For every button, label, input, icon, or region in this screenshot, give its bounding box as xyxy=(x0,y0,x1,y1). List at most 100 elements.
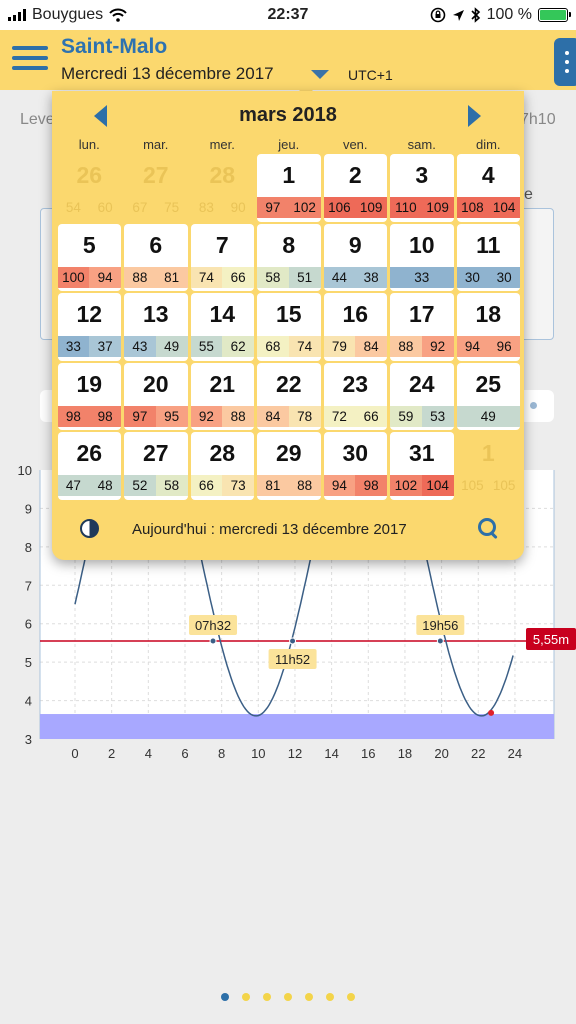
page-dot[interactable] xyxy=(347,993,355,1001)
x-tick-label: 8 xyxy=(218,746,225,761)
coefficient-value: 68 xyxy=(257,336,289,357)
y-tick-label: 3 xyxy=(25,732,32,747)
selected-date[interactable]: Mercredi 13 décembre 2017 xyxy=(61,64,274,83)
location-icon xyxy=(452,9,464,21)
coefficient-value: 92 xyxy=(421,336,454,357)
crossing-point[interactable] xyxy=(289,637,297,645)
calendar-day[interactable]: 22 84 78 xyxy=(257,362,321,430)
carrier-name: Bouygues xyxy=(32,6,104,23)
page-dot[interactable] xyxy=(284,993,292,1001)
coefficient-value: 105 xyxy=(461,478,484,493)
calendar-day[interactable]: 9 44 38 xyxy=(323,223,387,291)
status-bar: Bouygues 22:37 100 % xyxy=(0,0,576,30)
tide-coefficients: 106 109 xyxy=(323,197,387,218)
calendar-day[interactable]: 11 30 30 xyxy=(456,223,520,291)
time-label-bg xyxy=(268,649,317,670)
tide-coefficients: 33 xyxy=(390,266,454,288)
day-number: 5 xyxy=(82,231,96,258)
day-number: 27 xyxy=(142,162,169,188)
calendar-day[interactable]: 28 83 90 xyxy=(191,154,255,222)
coefficient-value: 97 xyxy=(257,197,289,218)
page-dot[interactable] xyxy=(263,993,271,1001)
page-dot[interactable] xyxy=(305,993,313,1001)
calendar-day[interactable]: 20 97 95 xyxy=(124,362,188,430)
calendar-day[interactable]: 15 68 74 xyxy=(257,293,321,361)
calendar-day[interactable]: 16 79 84 xyxy=(323,293,387,361)
calendar-day[interactable]: 3 110 109 xyxy=(390,154,454,222)
calendar-day[interactable]: 14 55 62 xyxy=(190,293,254,361)
day-number: 7 xyxy=(215,231,229,258)
calendar-day[interactable]: 30 94 98 xyxy=(323,432,387,500)
calendar-day[interactable]: 7 74 66 xyxy=(190,223,254,291)
day-number: 16 xyxy=(342,301,369,327)
search-icon[interactable] xyxy=(478,518,500,540)
day-number: 14 xyxy=(209,301,236,327)
day-number: 30 xyxy=(342,440,369,466)
crossing-time: 11h52 xyxy=(275,652,310,667)
crossing-point[interactable] xyxy=(436,637,444,645)
coefficient-value: 44 xyxy=(323,266,356,288)
calendar-day[interactable]: 4 108 104 xyxy=(456,154,520,222)
coefficient-value: 98 xyxy=(57,405,90,427)
hamburger-menu-icon[interactable] xyxy=(12,38,48,78)
more-options-icon[interactable] xyxy=(554,38,576,86)
chevron-left-icon[interactable] xyxy=(94,105,107,127)
crossing-point[interactable] xyxy=(209,637,217,645)
calendar-day[interactable]: 2 106 109 xyxy=(323,154,387,222)
day-number: 26 xyxy=(76,440,103,466)
coefficient-value: 98 xyxy=(89,405,121,427)
moon-phase-icon[interactable] xyxy=(80,519,99,538)
calendar-day[interactable]: 5 100 94 xyxy=(57,223,121,291)
page-dot[interactable] xyxy=(242,993,250,1001)
page-dot[interactable] xyxy=(221,993,229,1001)
calendar-day[interactable]: 1 97 102 xyxy=(257,154,321,222)
day-number: 3 xyxy=(415,162,429,188)
timezone-label[interactable]: UTC+1 xyxy=(348,67,393,83)
today-button[interactable]: Aujourd'hui : mercredi 13 décembre 2017 xyxy=(132,521,407,538)
coefficient-value: 84 xyxy=(355,336,387,357)
calendar-day[interactable]: 29 81 88 xyxy=(257,432,321,500)
calendar-day[interactable]: 28 66 73 xyxy=(190,432,254,500)
day-number: 15 xyxy=(275,301,302,327)
coefficient-value: 47 xyxy=(57,475,90,496)
calendar-day[interactable]: 27 52 58 xyxy=(124,432,188,500)
chevron-down-icon[interactable] xyxy=(311,70,329,79)
calendar-day[interactable]: 12 33 37 xyxy=(57,293,121,361)
coefficient-value: 110 xyxy=(390,197,422,218)
calendar-day[interactable]: 24 59 53 xyxy=(390,362,454,430)
calendar-day[interactable]: 26 47 48 xyxy=(57,432,121,500)
calendar-day[interactable]: 21 92 88 xyxy=(190,362,254,430)
calendar-day[interactable]: 8 58 51 xyxy=(257,223,321,291)
calendar-day[interactable]: 10 33 xyxy=(390,223,454,291)
calendar-day[interactable]: 13 43 49 xyxy=(124,293,188,361)
low-tide-point[interactable] xyxy=(488,709,495,716)
day-number: 8 xyxy=(282,231,296,258)
coefficient-value: 94 xyxy=(89,266,121,288)
signal-icon xyxy=(8,9,26,21)
calendar-day[interactable]: 19 98 98 xyxy=(57,362,121,430)
tide-coefficients: 59 53 xyxy=(390,405,454,427)
calendar-grid: 26 54 60 27 67 75 28 83 90 1 97 102 2 106 109 3 110 109 4 1… xyxy=(56,154,522,502)
city-title[interactable]: Saint-Malo xyxy=(61,35,168,58)
background-text: e xyxy=(524,186,533,203)
calendar-day[interactable]: 31 102 104 xyxy=(390,432,454,500)
popup-caret xyxy=(298,84,314,92)
calendar-day[interactable]: 27 67 75 xyxy=(124,154,188,222)
calendar-day[interactable]: 17 88 92 xyxy=(390,293,454,361)
calendar-day[interactable]: 1 105 105 xyxy=(457,432,521,500)
calendar-day[interactable]: 26 54 60 xyxy=(58,154,122,222)
calendar-day[interactable]: 6 88 81 xyxy=(124,223,188,291)
chevron-right-icon[interactable] xyxy=(468,105,481,127)
tide-coefficients: 97 102 xyxy=(257,197,321,218)
sunrise-label: Leve xyxy=(20,111,55,128)
page-dot[interactable] xyxy=(326,993,334,1001)
y-tick-label: 9 xyxy=(25,501,32,516)
page-indicator[interactable] xyxy=(0,993,576,1001)
weekday-label: jeu. xyxy=(278,137,300,152)
level-badge[interactable]: 5,55m xyxy=(526,628,576,651)
day-number: 31 xyxy=(408,440,435,466)
calendar-day[interactable]: 23 72 66 xyxy=(323,362,387,430)
calendar-day[interactable]: 25 49 xyxy=(456,362,520,430)
calendar-day[interactable]: 18 94 96 xyxy=(456,293,520,361)
day-number: 9 xyxy=(348,231,362,258)
